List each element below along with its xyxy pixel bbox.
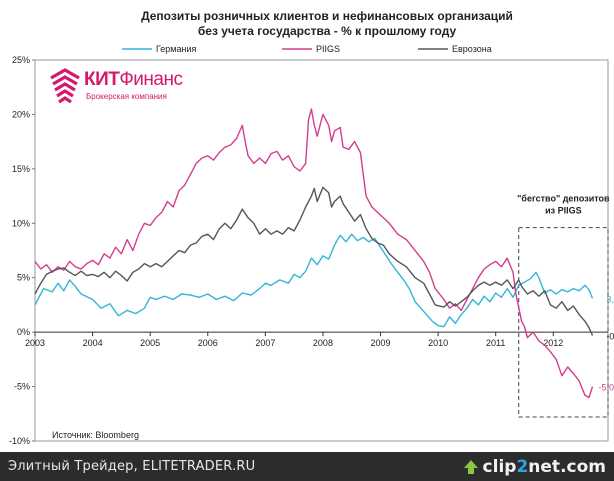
clip2net-brand[interactable]: clip2net.com xyxy=(463,456,606,477)
series-line-piigs xyxy=(34,108,594,399)
x-tick-label: 2008 xyxy=(313,338,333,348)
legend-label: PIIGS xyxy=(316,44,340,54)
end-value-label: -5,0% xyxy=(598,383,614,393)
annotation: "бегство" депозитов из PIIGS xyxy=(517,194,610,418)
x-tick-label: 2007 xyxy=(255,338,275,348)
logo-subtitle: Брокерская компания xyxy=(86,92,167,101)
annotation-text: "бегство" депозитов xyxy=(517,194,610,204)
chart: Депозиты розничных клиентов и нефинансов… xyxy=(8,9,614,446)
series-group xyxy=(34,108,594,399)
footer-bar: Элитный Трейдер, ELITETRADER.RU clip2net… xyxy=(0,452,614,481)
source-label: Источник: Bloomberg xyxy=(52,430,139,440)
y-tick-label: 20% xyxy=(12,109,30,119)
x-tick-label: 2005 xyxy=(140,338,160,348)
y-tick-label: 5% xyxy=(17,273,30,283)
end-value-label: 3,1% xyxy=(606,294,614,304)
y-tick-label: 25% xyxy=(12,55,30,65)
legend-label: Германия xyxy=(156,44,196,54)
end-value-label: -0,3% xyxy=(606,331,614,341)
x-tick-label: 2012 xyxy=(543,338,563,348)
y-tick-label: 15% xyxy=(12,164,30,174)
upload-arrow-icon xyxy=(463,459,478,474)
kitfinance-logo-icon xyxy=(50,68,80,104)
x-tick-label: 2004 xyxy=(83,338,103,348)
x-tick-label: 2006 xyxy=(198,338,218,348)
annotation-box xyxy=(518,227,609,418)
y-tick-label: 0% xyxy=(17,327,30,337)
footer-source-text: Элитный Трейдер, ELITETRADER.RU xyxy=(8,459,256,474)
axes: -10% -5% 0% 5% 10% 15% 20% 25% 2003 2004 2005 2006 2… xyxy=(9,55,609,446)
end-labels: 3,1% -5,0% -0,3% xyxy=(598,294,614,392)
legend-label: Еврозона xyxy=(452,44,492,54)
annotation-text: из PIIGS xyxy=(545,206,582,216)
y-tick-label: -10% xyxy=(9,436,30,446)
series-line-eurozone xyxy=(34,186,594,336)
y-tick-label: 10% xyxy=(12,218,30,228)
x-tick-label: 2010 xyxy=(428,338,448,348)
logo-wordmark: КИТФинанс xyxy=(84,69,183,90)
clip2net-wordmark: clip2net.com xyxy=(482,456,606,477)
kitfinance-logo: КИТФинанс Брокерская компания xyxy=(48,68,183,110)
y-tick-label: -5% xyxy=(14,382,30,392)
series-line-germany xyxy=(34,233,594,328)
x-tick-label: 2003 xyxy=(25,338,45,348)
legend: Германия PIIGS Еврозона xyxy=(122,44,492,54)
x-tick-label: 2011 xyxy=(486,338,505,348)
x-tick-label: 2009 xyxy=(371,338,391,348)
chart-subtitle: без учета государства - % к прошлому год… xyxy=(198,24,457,38)
chart-title: Депозиты розничных клиентов и нефинансов… xyxy=(141,9,513,23)
